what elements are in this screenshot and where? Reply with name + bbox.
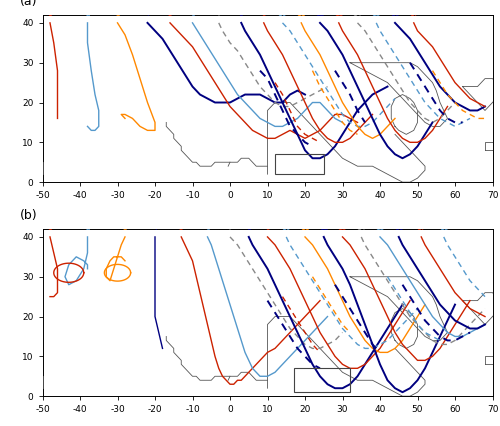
Text: 16: 16 (394, 223, 404, 232)
Text: 11: 11 (300, 223, 310, 232)
Text: (a): (a) (20, 0, 38, 8)
Text: 12: 12 (316, 9, 325, 18)
Text: 7: 7 (228, 223, 232, 232)
Text: 5: 5 (179, 223, 184, 232)
Text: 6: 6 (190, 9, 195, 18)
Bar (275, 154, 324, 174)
Text: 4: 4 (152, 223, 158, 232)
Text: 4: 4 (145, 9, 150, 18)
Text: 7: 7 (216, 9, 221, 18)
Text: 11: 11 (296, 9, 306, 18)
Text: 17: 17 (416, 223, 426, 232)
Text: 9: 9 (262, 9, 266, 18)
Text: 1: 1 (48, 223, 52, 232)
Text: 5: 5 (168, 9, 172, 18)
Text: 8: 8 (239, 9, 244, 18)
Text: 3: 3 (115, 9, 120, 18)
Text: 15: 15 (375, 223, 385, 232)
Text: (b): (b) (20, 209, 38, 222)
Text: 10: 10 (282, 223, 291, 232)
Text: 2: 2 (85, 9, 90, 18)
Text: 13: 13 (334, 9, 344, 18)
Text: 18: 18 (439, 223, 448, 232)
Text: 13: 13 (338, 223, 347, 232)
Text: 14: 14 (352, 9, 362, 18)
Text: 2: 2 (85, 223, 90, 232)
Text: 8: 8 (246, 223, 251, 232)
Text: 12: 12 (319, 223, 328, 232)
Text: 16: 16 (390, 9, 400, 18)
Text: 3: 3 (122, 223, 128, 232)
Text: 17: 17 (409, 9, 418, 18)
Text: 9: 9 (265, 223, 270, 232)
Text: 1: 1 (48, 9, 52, 18)
Text: 6: 6 (205, 223, 210, 232)
Text: 15: 15 (372, 9, 381, 18)
Text: 10: 10 (278, 9, 287, 18)
Bar (294, 368, 350, 392)
Text: 14: 14 (356, 223, 366, 232)
